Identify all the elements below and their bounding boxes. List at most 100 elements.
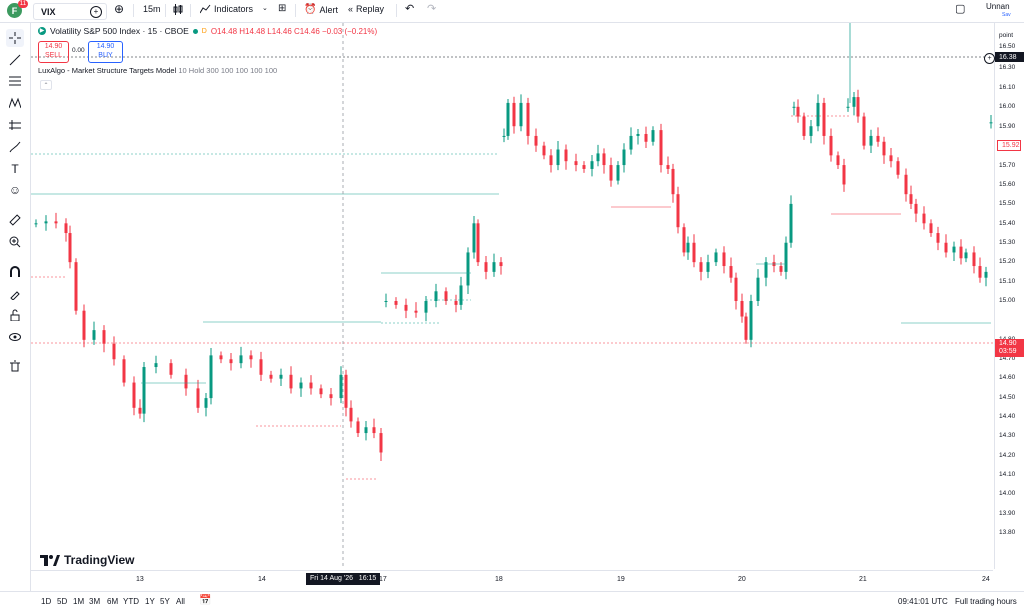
candle-body bbox=[379, 433, 383, 453]
templates-icon[interactable]: ⊞ bbox=[278, 3, 287, 14]
zoom-in-icon[interactable] bbox=[6, 233, 24, 251]
symbol-title[interactable]: Volatility S&P 500 Index · 15 · CBOE bbox=[50, 26, 189, 36]
candle-body bbox=[909, 194, 913, 204]
range-button-1y[interactable]: 1Y bbox=[145, 597, 155, 606]
collapse-legend-icon[interactable]: ⌃ bbox=[40, 80, 52, 90]
candle-body bbox=[339, 374, 343, 399]
calendar-icon[interactable]: 📅 bbox=[199, 595, 212, 606]
eye-icon[interactable] bbox=[6, 328, 24, 346]
forecast-icon[interactable] bbox=[6, 116, 24, 134]
price-chart[interactable] bbox=[31, 23, 993, 569]
candle-body bbox=[636, 133, 640, 136]
candle-body bbox=[609, 165, 613, 181]
range-button-3m[interactable]: 3M bbox=[89, 597, 101, 606]
price-tick: 15.10 bbox=[999, 278, 1016, 285]
fib-retracement-icon[interactable] bbox=[6, 72, 24, 90]
spread-value: 0.00 bbox=[72, 47, 85, 54]
candle-body bbox=[686, 242, 690, 253]
candle-body bbox=[706, 262, 710, 272]
price-axis[interactable]: point bbox=[994, 23, 1024, 569]
range-button-all[interactable]: All bbox=[176, 597, 185, 606]
symbol-search[interactable]: VIX + bbox=[33, 3, 107, 20]
range-button-ytd[interactable]: YTD bbox=[123, 597, 139, 606]
ruler-icon[interactable] bbox=[6, 211, 24, 229]
indicator-legend[interactable]: LuxAlgo - Market Structure Targets Model… bbox=[38, 66, 277, 75]
price-tick: 14.30 bbox=[999, 432, 1016, 439]
alarm-clock-icon: ⏰ bbox=[304, 4, 317, 15]
interval-button[interactable]: 15m bbox=[143, 4, 161, 14]
trash-icon[interactable] bbox=[6, 357, 24, 375]
candle-body bbox=[692, 242, 696, 263]
candle-body bbox=[809, 126, 813, 136]
candle-body bbox=[952, 246, 956, 253]
range-button-5y[interactable]: 5Y bbox=[160, 597, 170, 606]
crosshair-time-tag: Fri 14 Aug '26 16:15 bbox=[306, 573, 381, 585]
add-alert-icon[interactable]: + bbox=[984, 53, 995, 64]
range-button-1m[interactable]: 1M bbox=[73, 597, 85, 606]
tradingview-logo-icon bbox=[40, 554, 60, 566]
session-label[interactable]: Full trading hours bbox=[955, 597, 1017, 606]
fullscreen-icon[interactable]: ▢ bbox=[955, 3, 966, 15]
candle-body bbox=[659, 130, 663, 166]
candle-body bbox=[596, 153, 600, 162]
range-button-5d[interactable]: 5D bbox=[57, 597, 68, 606]
time-tick: 19 bbox=[617, 576, 625, 583]
candle-body bbox=[856, 97, 860, 117]
candle-body bbox=[836, 155, 840, 166]
candle-body bbox=[476, 223, 480, 263]
range-button-1d[interactable]: 1D bbox=[41, 597, 52, 606]
candle-body bbox=[792, 106, 796, 108]
emoji-icon[interactable]: ☺ bbox=[8, 183, 22, 197]
candle-body bbox=[789, 203, 793, 243]
candle-body bbox=[344, 374, 348, 408]
stay-drawing-icon[interactable] bbox=[6, 285, 24, 303]
time-tick: 20 bbox=[738, 576, 746, 583]
buy-label: BUY bbox=[98, 52, 113, 59]
indicators-button[interactable]: Indicators bbox=[200, 4, 253, 14]
layout-saved: Sav bbox=[1002, 12, 1011, 18]
price-tick: 14.10 bbox=[999, 471, 1016, 478]
replay-button[interactable]: « Replay bbox=[348, 4, 384, 14]
candle-body bbox=[756, 277, 760, 301]
candle-body bbox=[744, 316, 748, 340]
price-tick: 14.20 bbox=[999, 452, 1016, 459]
redo-icon[interactable]: ↷ bbox=[427, 3, 437, 15]
candle-body bbox=[309, 382, 313, 389]
candle-body bbox=[169, 363, 173, 375]
candle-body bbox=[922, 213, 926, 224]
candles-icon[interactable] bbox=[173, 4, 183, 15]
candle-body bbox=[512, 102, 516, 127]
logo-text: TradingView bbox=[64, 553, 135, 567]
time-tick: 14 bbox=[258, 576, 266, 583]
trend-line-icon[interactable] bbox=[6, 51, 24, 69]
buy-button[interactable]: 14.90 BUY bbox=[88, 41, 123, 63]
lock-icon[interactable] bbox=[6, 306, 24, 324]
candle-body bbox=[74, 262, 78, 311]
brush-icon[interactable] bbox=[6, 138, 24, 156]
candle-body bbox=[239, 355, 243, 364]
alert-button[interactable]: ⏰ Alert bbox=[304, 4, 338, 15]
range-button-6m[interactable]: 6M bbox=[107, 597, 119, 606]
candle-body bbox=[204, 398, 208, 408]
pattern-icon[interactable] bbox=[6, 94, 24, 112]
crosshair-icon[interactable] bbox=[6, 29, 24, 47]
candle-body bbox=[549, 155, 553, 166]
time-axis[interactable] bbox=[31, 570, 993, 591]
undo-icon[interactable]: ↶ bbox=[405, 3, 415, 15]
candle-body bbox=[944, 242, 948, 253]
layout-name[interactable]: Unnan bbox=[986, 2, 1010, 11]
utc-clock[interactable]: 09:41:01 UTC bbox=[898, 597, 948, 606]
compare-icon[interactable]: ⊕ bbox=[114, 2, 125, 16]
candle-body bbox=[564, 149, 568, 162]
candle-body bbox=[196, 388, 200, 408]
market-status-icon: ▶ bbox=[38, 27, 46, 35]
text-icon[interactable]: T bbox=[11, 162, 19, 176]
candle-body bbox=[978, 266, 982, 278]
price-tick: 15.60 bbox=[999, 181, 1016, 188]
candle-body bbox=[229, 359, 233, 364]
add-symbol-icon[interactable]: + bbox=[90, 5, 102, 18]
sell-button[interactable]: 14.90 SELL bbox=[38, 41, 69, 63]
indicator-price: 15.92 bbox=[1002, 142, 1020, 149]
magnet-icon[interactable] bbox=[6, 263, 24, 281]
chevron-down-icon[interactable]: ⌄ bbox=[262, 5, 268, 12]
